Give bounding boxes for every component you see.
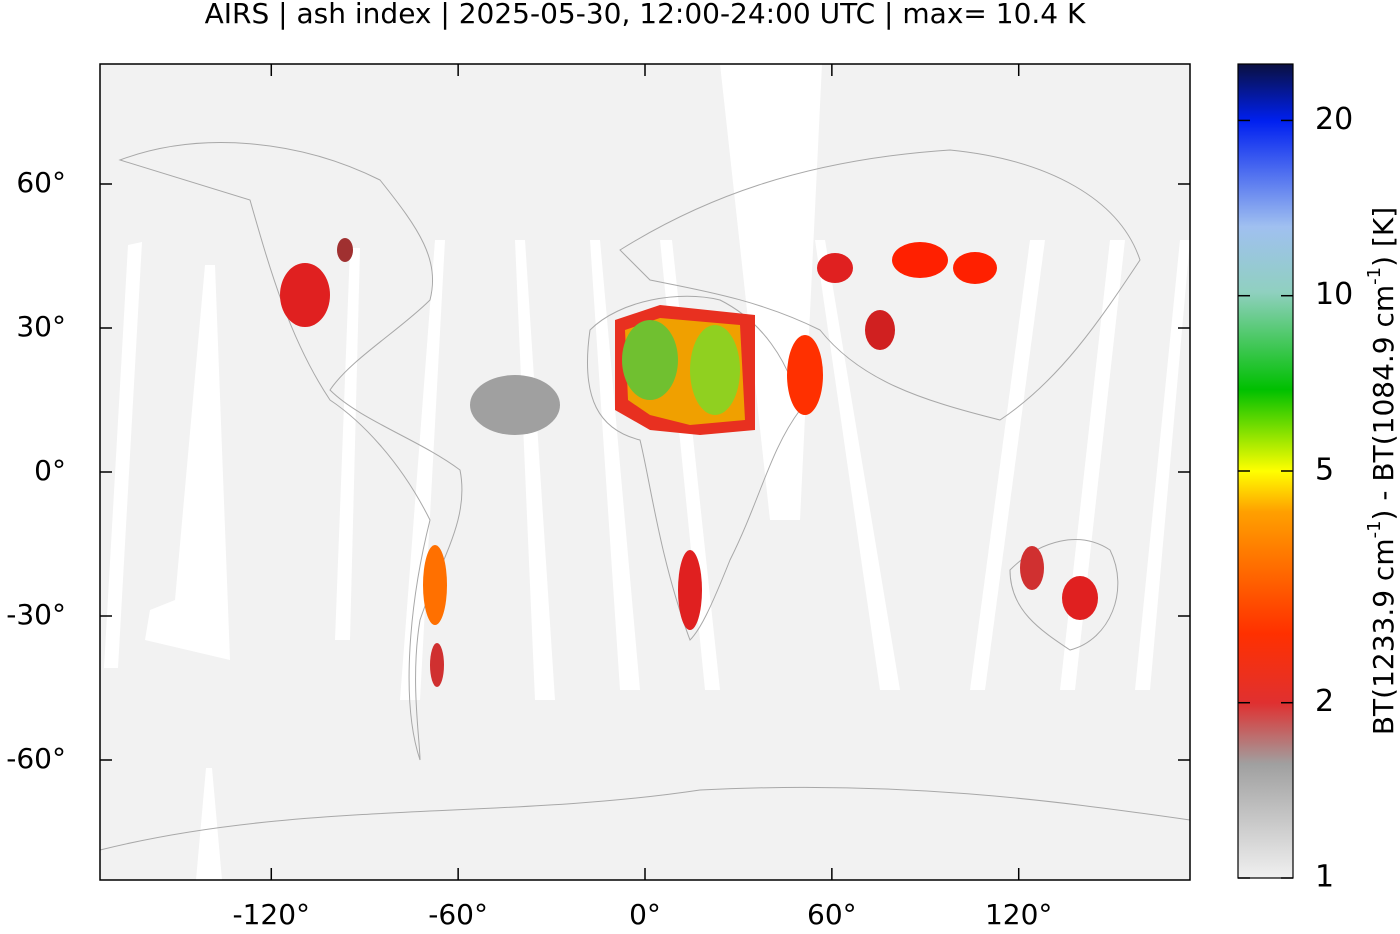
x-tick-label: 120° bbox=[985, 898, 1052, 930]
colorbar-tick-label: 10 bbox=[1315, 277, 1353, 312]
y-tick-label: -60° bbox=[6, 742, 66, 775]
label-part: BT(1233.9 cm bbox=[1367, 538, 1400, 735]
colorbar-tick-label: 20 bbox=[1315, 102, 1353, 137]
x-tick-label: -120° bbox=[233, 898, 311, 930]
y-tick-label: 30° bbox=[16, 310, 66, 343]
map-background bbox=[100, 64, 1190, 880]
colorbar-tick-label: 5 bbox=[1315, 453, 1334, 488]
y-tick-label: -30° bbox=[6, 598, 66, 631]
map-area bbox=[100, 64, 1190, 880]
label-part: -1 bbox=[1364, 267, 1385, 285]
colorbar-label: BT(1233.9 cm-1) - BT(1084.9 cm-1) [K] bbox=[1364, 207, 1400, 735]
colorbar-tick-label: 1 bbox=[1315, 860, 1334, 895]
label-part: -1 bbox=[1364, 520, 1385, 538]
label-part: ) [K] bbox=[1367, 207, 1400, 267]
x-tick-label: 0° bbox=[629, 898, 661, 930]
colorbar-tick-label: 2 bbox=[1315, 684, 1334, 719]
chart-title: AIRS | ash index | 2025-05-30, 12:00-24:… bbox=[205, 0, 1086, 30]
label-part: ) - BT(1084.9 cm bbox=[1367, 285, 1400, 521]
x-tick-label: 60° bbox=[807, 898, 857, 930]
x-tick-label: -60° bbox=[428, 898, 488, 930]
y-tick-label: 0° bbox=[34, 454, 66, 487]
y-tick-label: 60° bbox=[16, 166, 66, 199]
